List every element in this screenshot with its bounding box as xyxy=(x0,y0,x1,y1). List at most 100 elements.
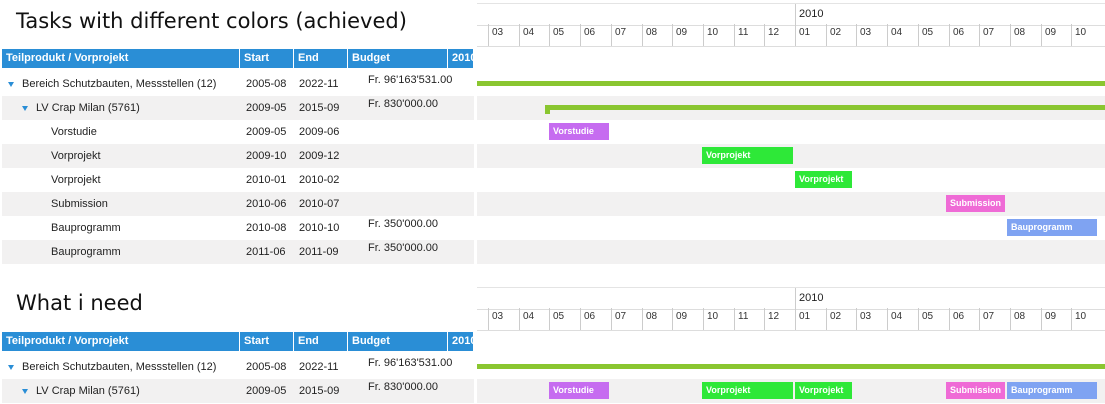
gantt-month-label: 03 xyxy=(488,24,519,46)
gantt-month-label: 07 xyxy=(979,308,1010,330)
table-row[interactable]: Bereich Schutzbauten, Messstellen (12) 2… xyxy=(2,355,474,379)
summary-bar[interactable] xyxy=(477,364,1105,369)
gantt-month-label: 09 xyxy=(672,308,703,330)
task-bar-vorstudie[interactable]: Vorstudie xyxy=(549,123,609,140)
gantt-year-header: 2010 xyxy=(477,3,1105,26)
row-name: Vorstudie xyxy=(51,126,97,138)
row-start: 2009-05 xyxy=(246,126,287,138)
gantt-month-header: 03 04 05 06 07 08 09 10 11 12 01 02 03 04 05 06 07 08 09 10 xyxy=(477,308,1105,331)
gantt-month-label: 05 xyxy=(549,308,580,330)
column-header-end[interactable]: End xyxy=(294,332,348,351)
table-row[interactable]: LV Crap Milan (5761) 2009-05 2015-09 Fr.… xyxy=(2,96,474,120)
row-budget: Fr. 830'000.00 xyxy=(368,98,438,110)
row-start: 2011-06 xyxy=(246,246,286,258)
row-end: 2010-07 xyxy=(299,198,340,210)
table-row[interactable]: Submission 2010-06 2010-07 xyxy=(2,192,474,216)
gantt-month-label: 02 xyxy=(826,24,857,46)
gantt-month-label: 11 xyxy=(734,24,765,46)
row-end: 2010-02 xyxy=(299,174,340,186)
gantt-month-label: 04 xyxy=(519,24,550,46)
collapse-icon[interactable] xyxy=(8,81,14,87)
task-bar-submission[interactable]: Submission xyxy=(946,382,1005,399)
row-budget: Fr. 350'000.00 xyxy=(368,218,438,230)
collapse-icon[interactable] xyxy=(22,105,28,111)
needed-section: What i need Teilprodukt / Vorprojekt Sta… xyxy=(0,284,1105,404)
row-budget: Fr. 830'000.00 xyxy=(368,381,438,393)
gantt-month-label: 08 xyxy=(1010,308,1041,330)
summary-bar[interactable] xyxy=(477,81,1105,86)
task-bar-vorprojekt[interactable]: Vorprojekt xyxy=(702,147,793,164)
column-header-budget[interactable]: Budget xyxy=(348,49,448,68)
task-bar-vorprojekt[interactable]: Vorprojekt xyxy=(702,382,793,399)
table-row[interactable]: Vorprojekt 2010-01 2010-02 xyxy=(2,168,474,192)
row-end: 2022-11 xyxy=(299,361,339,373)
column-header-start[interactable]: Start xyxy=(240,49,294,68)
row-name: Submission xyxy=(51,198,108,210)
gantt-month-label: 08 xyxy=(642,24,673,46)
row-start: 2010-01 xyxy=(246,174,287,186)
gantt-month-label: 06 xyxy=(580,24,611,46)
task-bar-bauprogramm[interactable]: Bauprogramm xyxy=(1007,219,1097,236)
row-start: 2009-05 xyxy=(246,385,287,397)
table-row[interactable]: Vorprojekt 2009-10 2009-12 xyxy=(2,144,474,168)
gantt-month-label: 06 xyxy=(949,308,980,330)
gantt-month-label: 01 xyxy=(795,24,826,46)
gantt-rows: Vorstudie Vorprojekt Vorprojekt Submissi… xyxy=(477,355,1105,403)
row-end: 2009-12 xyxy=(299,150,340,162)
collapse-icon[interactable] xyxy=(8,364,14,370)
gantt-month-label: 06 xyxy=(949,24,980,46)
row-name: Bereich Schutzbauten, Messstellen (12) xyxy=(22,78,217,90)
task-bar-vorprojekt[interactable]: Vorprojekt xyxy=(795,171,852,188)
column-header-budget[interactable]: Budget xyxy=(348,332,448,351)
row-name: Vorprojekt xyxy=(51,174,101,186)
grid-header: Teilprodukt / Vorprojekt Start End Budge… xyxy=(2,49,474,68)
table-row[interactable]: Vorstudie 2009-05 2009-06 xyxy=(2,120,474,144)
gantt-month-label: 04 xyxy=(887,24,918,46)
gantt-month-label: 07 xyxy=(979,24,1010,46)
table-row[interactable]: Bauprogramm 2010-08 2010-10 Fr. 350'000.… xyxy=(2,216,474,240)
row-end: 2015-09 xyxy=(299,102,340,114)
row-budget: Fr. 96'163'531.00 xyxy=(368,357,453,369)
row-budget xyxy=(348,168,474,192)
row-end: 2022-11 xyxy=(299,78,339,90)
gantt-month-label: 11 xyxy=(734,308,765,330)
gantt-month-label: 07 xyxy=(611,24,642,46)
grid-rows: Bereich Schutzbauten, Messstellen (12) 2… xyxy=(2,72,474,264)
gantt-month-label: 10 xyxy=(703,308,734,330)
row-end: 2010-10 xyxy=(299,222,340,234)
row-budget xyxy=(348,144,474,168)
grid-header: Teilprodukt / Vorprojekt Start End Budge… xyxy=(2,332,474,351)
gantt-month-label: 05 xyxy=(918,308,949,330)
task-bar-submission[interactable]: Submission xyxy=(946,195,1005,212)
gantt-month-label: 09 xyxy=(1041,308,1072,330)
column-header-year[interactable]: 2010 xyxy=(448,49,474,68)
gantt-month-label: 08 xyxy=(1010,24,1041,46)
grid-rows: Bereich Schutzbauten, Messstellen (12) 2… xyxy=(2,355,474,403)
row-name: Bereich Schutzbauten, Messstellen (12) xyxy=(22,361,217,373)
gantt-month-label: 10 xyxy=(703,24,734,46)
column-header-end[interactable]: End xyxy=(294,49,348,68)
column-header-start[interactable]: Start xyxy=(240,332,294,351)
gantt-month-label: 12 xyxy=(764,24,795,46)
task-bar-bauprogramm[interactable]: Bauprogramm xyxy=(1007,382,1097,399)
gantt-month-label: 05 xyxy=(549,24,580,46)
column-header-year[interactable]: 2010 xyxy=(448,332,474,351)
column-header-name[interactable]: Teilprodukt / Vorprojekt xyxy=(2,332,240,351)
table-row[interactable]: Bereich Schutzbauten, Messstellen (12) 2… xyxy=(2,72,474,96)
gantt-month-label: 04 xyxy=(519,308,550,330)
gantt-month-label: 10 xyxy=(1071,308,1102,330)
table-row[interactable]: LV Crap Milan (5761) 2009-05 2015-09 Fr.… xyxy=(2,379,474,403)
collapse-icon[interactable] xyxy=(22,388,28,394)
column-header-name[interactable]: Teilprodukt / Vorprojekt xyxy=(2,49,240,68)
gantt-month-label: 09 xyxy=(1041,24,1072,46)
row-end: 2009-06 xyxy=(299,126,340,138)
gantt-year-label: 2010 xyxy=(799,292,824,304)
task-bar-vorstudie[interactable]: Vorstudie xyxy=(549,382,609,399)
table-row[interactable]: Bauprogramm 2011-06 2011-09 Fr. 350'000.… xyxy=(2,240,474,264)
row-name: Bauprogramm xyxy=(51,222,121,234)
task-bar-vorprojekt[interactable]: Vorprojekt xyxy=(795,382,852,399)
summary-bar[interactable] xyxy=(545,105,1105,114)
gantt-year-header: 2010 xyxy=(477,287,1105,310)
gantt-month-label: 09 xyxy=(672,24,703,46)
gantt-month-label: 04 xyxy=(887,308,918,330)
